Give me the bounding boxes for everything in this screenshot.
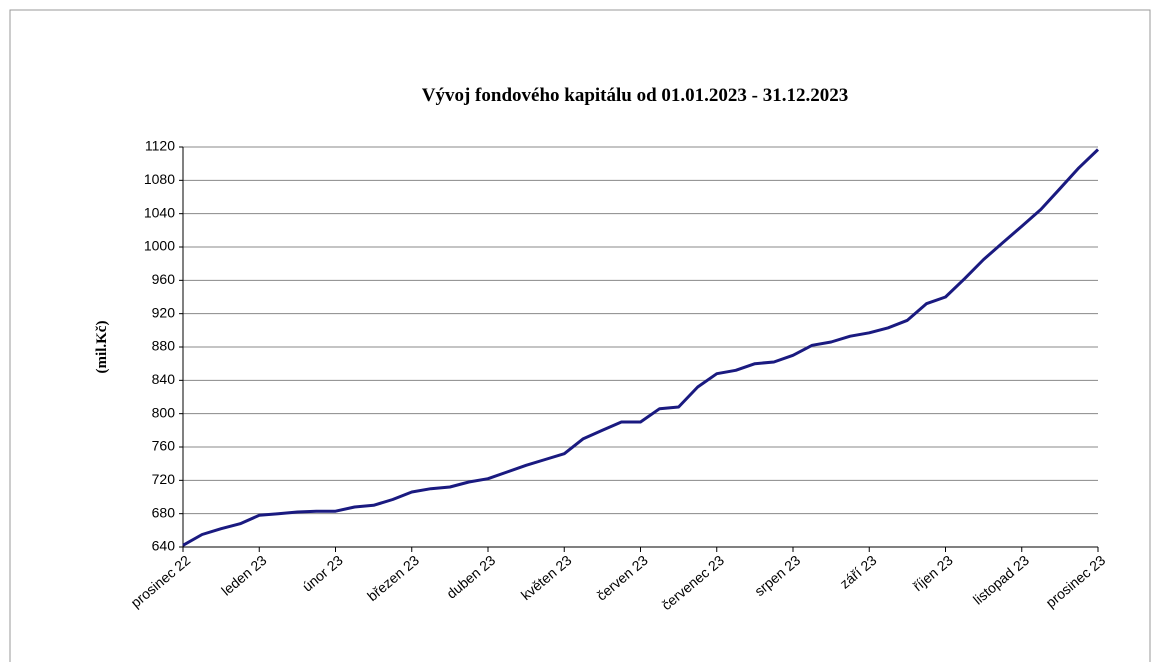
y-tick-label: 720 <box>152 471 176 487</box>
x-tick-label: leden 23 <box>218 552 270 599</box>
y-tick-label: 680 <box>152 504 176 520</box>
y-axis-label: (mil.Kč) <box>94 321 110 374</box>
y-tick-label: 840 <box>152 371 176 387</box>
x-tick-label: září 23 <box>836 552 879 592</box>
x-tick-label: červen 23 <box>593 552 651 604</box>
y-tick-label: 960 <box>152 271 176 287</box>
x-tick-label: prosinec 23 <box>1043 552 1109 611</box>
x-tick-label: listopad 23 <box>970 552 1032 608</box>
y-tick-label: 640 <box>152 538 176 554</box>
x-tick-label: červenec 23 <box>658 552 727 613</box>
frame <box>9 9 1151 662</box>
x-tick-label: srpen 23 <box>751 552 803 599</box>
x-tick-label: květen 23 <box>518 552 575 603</box>
x-tick-label: říjen 23 <box>910 552 956 594</box>
y-tick-label: 1040 <box>144 204 175 220</box>
y-tick-label: 1080 <box>144 171 175 187</box>
y-tick-label: 760 <box>152 438 176 454</box>
data-line <box>182 148 1100 547</box>
chart-title: Vývoj fondového kapitálu od 01.01.2023 -… <box>422 85 849 106</box>
y-tick-label: 880 <box>152 338 176 354</box>
y-tick-label: 1120 <box>145 138 175 154</box>
x-tick-label: prosinec 22 <box>128 552 194 611</box>
y-tick-label: 920 <box>152 304 176 320</box>
y-tick-label: 1000 <box>144 238 175 254</box>
x-tick-label: březen 23 <box>364 552 422 604</box>
x-tick-label: duben 23 <box>443 552 498 602</box>
y-tick-label: 800 <box>152 404 176 420</box>
x-tick-label: únor 23 <box>299 552 346 595</box>
